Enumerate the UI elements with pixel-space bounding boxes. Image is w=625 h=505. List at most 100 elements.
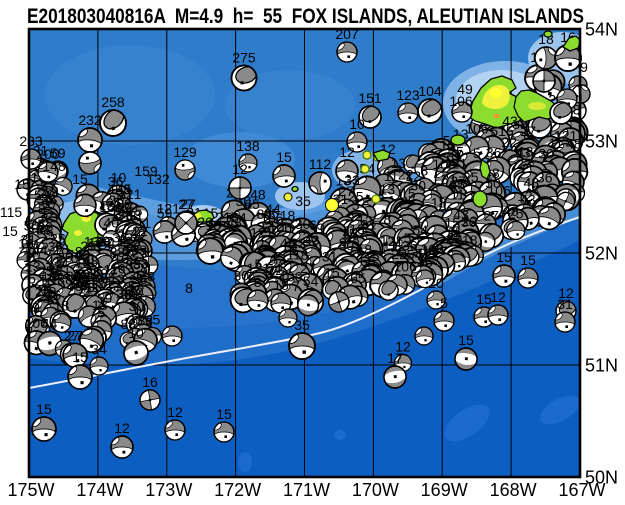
svg-text:44: 44 <box>100 235 116 251</box>
svg-text:12: 12 <box>249 237 265 253</box>
svg-text:13: 13 <box>84 233 100 249</box>
svg-text:5: 5 <box>28 270 36 286</box>
svg-text:33: 33 <box>126 207 142 223</box>
svg-text:27: 27 <box>180 196 196 212</box>
svg-text:65: 65 <box>122 243 138 259</box>
svg-text:5: 5 <box>126 208 134 224</box>
svg-text:18: 18 <box>75 254 91 270</box>
svg-text:15: 15 <box>458 332 474 348</box>
svg-text:121: 121 <box>380 233 404 249</box>
svg-text:48: 48 <box>280 235 296 251</box>
svg-text:30: 30 <box>411 177 427 193</box>
svg-text:15: 15 <box>95 238 111 254</box>
svg-text:11: 11 <box>23 249 38 265</box>
svg-text:12: 12 <box>271 250 287 266</box>
svg-text:12: 12 <box>405 168 421 184</box>
svg-text:27: 27 <box>82 271 98 287</box>
svg-text:106: 106 <box>487 182 511 198</box>
svg-text:65: 65 <box>360 253 376 269</box>
svg-text:10: 10 <box>349 116 365 132</box>
svg-text:54: 54 <box>117 203 133 219</box>
svg-text:43: 43 <box>515 145 531 161</box>
svg-text:15: 15 <box>36 401 52 417</box>
svg-text:40: 40 <box>79 279 95 295</box>
svg-text:121: 121 <box>250 225 274 241</box>
svg-text:59: 59 <box>50 145 66 161</box>
svg-text:33: 33 <box>131 242 147 258</box>
svg-text:5: 5 <box>394 239 402 255</box>
svg-text:18: 18 <box>54 298 70 314</box>
svg-text:27: 27 <box>128 233 144 249</box>
svg-text:88: 88 <box>116 196 132 212</box>
svg-text:18: 18 <box>41 269 57 285</box>
svg-text:15: 15 <box>276 149 292 165</box>
svg-text:18: 18 <box>462 232 478 248</box>
svg-text:12: 12 <box>167 404 183 420</box>
svg-text:43: 43 <box>520 192 536 208</box>
svg-text:106: 106 <box>449 93 473 109</box>
svg-text:169W: 169W <box>421 480 468 500</box>
svg-text:27: 27 <box>178 196 194 212</box>
svg-text:25: 25 <box>108 192 124 208</box>
svg-text:15: 15 <box>324 265 340 281</box>
svg-text:36: 36 <box>461 214 477 230</box>
svg-text:27: 27 <box>28 245 44 261</box>
svg-text:22: 22 <box>132 223 148 239</box>
svg-text:25: 25 <box>50 231 66 247</box>
svg-text:54: 54 <box>48 263 64 279</box>
svg-text:43: 43 <box>502 113 518 129</box>
svg-text:54N: 54N <box>585 20 618 40</box>
svg-text:12: 12 <box>232 161 248 177</box>
svg-text:30: 30 <box>94 233 110 249</box>
svg-text:11: 11 <box>103 261 118 277</box>
svg-text:48: 48 <box>38 215 54 231</box>
svg-text:36: 36 <box>537 170 553 186</box>
svg-text:15: 15 <box>72 171 88 187</box>
svg-text:233: 233 <box>19 133 43 149</box>
svg-text:159: 159 <box>134 163 158 179</box>
svg-text:88: 88 <box>120 316 136 332</box>
svg-text:54: 54 <box>303 273 319 289</box>
svg-text:31: 31 <box>557 296 573 312</box>
svg-text:43: 43 <box>227 214 243 230</box>
svg-text:88: 88 <box>36 222 52 238</box>
svg-text:48: 48 <box>93 266 109 282</box>
svg-text:35: 35 <box>120 279 136 295</box>
svg-text:13: 13 <box>391 155 407 171</box>
svg-text:12: 12 <box>445 226 461 242</box>
svg-text:20: 20 <box>428 275 444 291</box>
svg-text:25: 25 <box>38 263 54 279</box>
svg-text:25: 25 <box>448 144 464 160</box>
svg-text:25: 25 <box>57 250 73 266</box>
svg-text:18: 18 <box>280 208 296 224</box>
svg-text:31: 31 <box>73 266 89 282</box>
svg-text:22: 22 <box>398 167 414 183</box>
svg-text:15: 15 <box>41 280 57 296</box>
svg-text:30: 30 <box>538 145 554 161</box>
svg-text:115: 115 <box>0 204 22 220</box>
svg-text:36: 36 <box>66 268 82 284</box>
svg-text:27: 27 <box>450 173 466 189</box>
svg-text:22: 22 <box>290 235 306 251</box>
svg-text:27: 27 <box>520 123 536 139</box>
svg-text:16: 16 <box>39 273 55 289</box>
svg-text:16: 16 <box>142 374 158 390</box>
svg-text:18: 18 <box>518 143 534 159</box>
svg-text:13: 13 <box>99 197 115 213</box>
svg-text:35: 35 <box>295 193 311 209</box>
svg-text:13: 13 <box>349 221 365 237</box>
svg-text:12: 12 <box>558 285 574 301</box>
svg-text:44: 44 <box>42 315 58 331</box>
svg-text:59: 59 <box>157 205 173 221</box>
svg-text:27: 27 <box>97 234 113 250</box>
svg-text:50N: 50N <box>585 468 618 488</box>
svg-text:12: 12 <box>517 188 533 204</box>
svg-text:5: 5 <box>473 145 481 161</box>
svg-text:9: 9 <box>580 59 588 75</box>
svg-text:12: 12 <box>129 282 145 298</box>
svg-text:121: 121 <box>157 201 181 217</box>
svg-text:172W: 172W <box>214 480 261 500</box>
svg-text:13: 13 <box>109 271 125 287</box>
svg-text:36: 36 <box>402 238 418 254</box>
svg-text:8: 8 <box>38 201 46 217</box>
